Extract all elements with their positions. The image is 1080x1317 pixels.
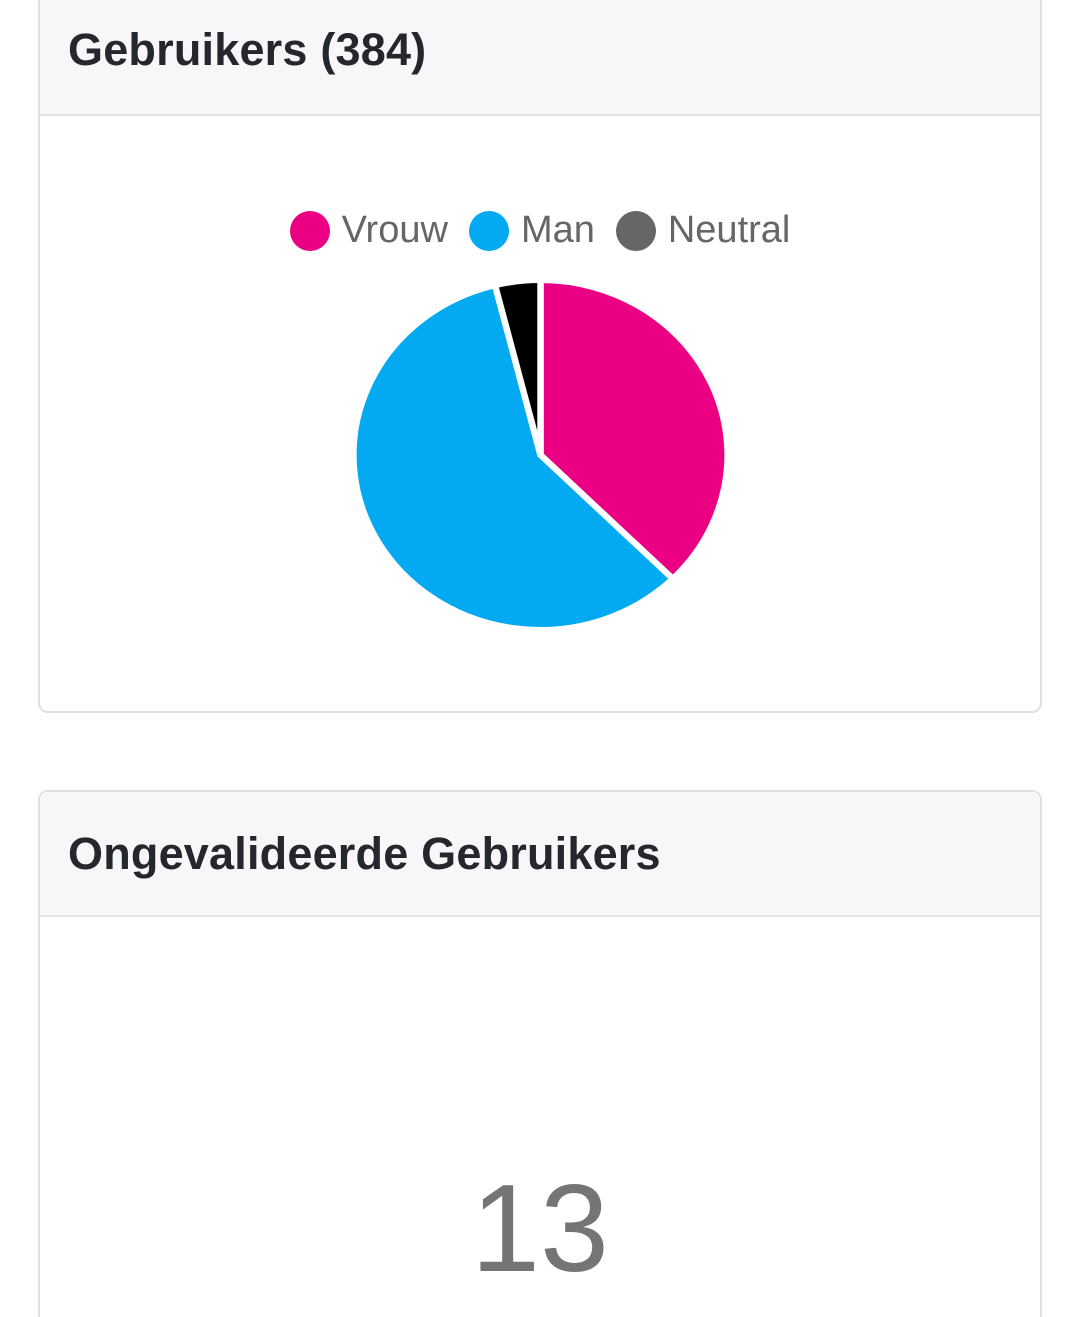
legend-label: Man — [520, 209, 595, 251]
pie-chart — [40, 274, 1040, 636]
pie-slice-neutral[interactable] — [490, 276, 544, 456]
pie-chart-svg[interactable] — [347, 274, 734, 636]
legend-label: Neutral — [667, 209, 791, 251]
pie-legend: Vrouw Man Neutral — [40, 208, 1040, 254]
pie-slice-vrouw[interactable] — [536, 276, 731, 583]
users-card-title: Gebruikers (384) — [68, 24, 427, 75]
unvalidated-count: 13 — [471, 1160, 609, 1298]
users-card-body: Vrouw Man Neutral — [40, 208, 1040, 636]
legend-item[interactable]: Man — [468, 208, 595, 254]
unvalidated-card-title: Ongevalideerde Gebruikers — [68, 827, 661, 879]
unvalidated-card-header: Ongevalideerde Gebruikers — [40, 792, 1040, 917]
legend-item[interactable]: Neutral — [615, 208, 791, 254]
legend-label: Vrouw — [341, 209, 448, 251]
legend-marker-icon — [468, 210, 509, 251]
users-card: Gebruikers (384) Vrouw Man Neutral — [38, 0, 1042, 713]
pie-slice-man[interactable] — [349, 281, 677, 633]
unvalidated-users-card: Ongevalideerde Gebruikers 13 — [38, 790, 1042, 1317]
users-card-header: Gebruikers (384) — [40, 0, 1040, 116]
legend-marker-icon — [289, 210, 330, 251]
unvalidated-card-body: 13 — [40, 1167, 1040, 1291]
legend-marker-icon — [615, 210, 656, 251]
legend-item[interactable]: Vrouw — [289, 208, 448, 254]
